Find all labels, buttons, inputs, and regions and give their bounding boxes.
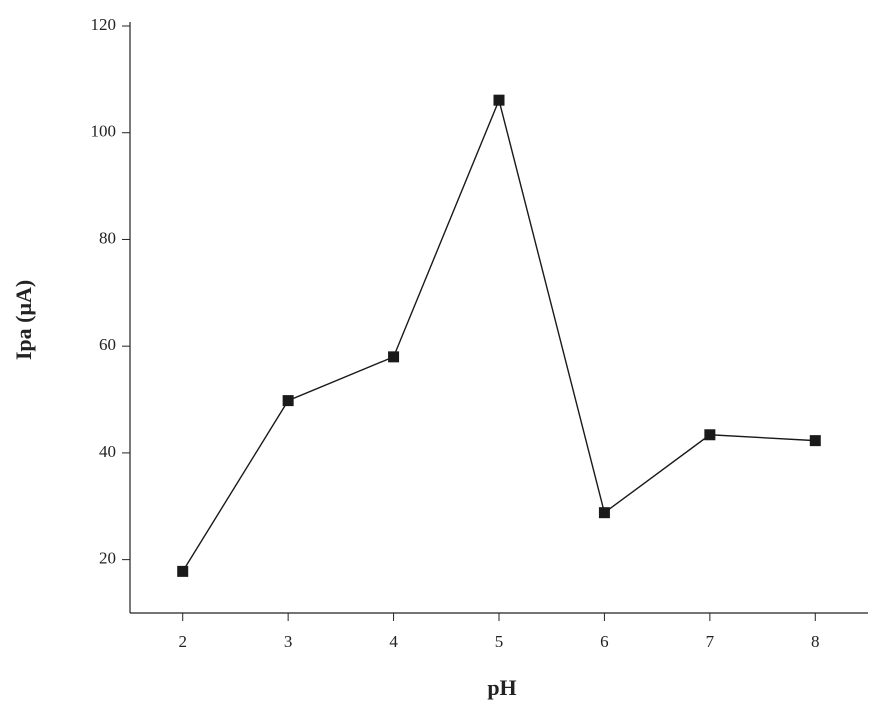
x-axis-label: pH [487, 675, 516, 700]
y-tick-label: 120 [91, 15, 117, 34]
data-point [810, 435, 821, 446]
data-point [388, 351, 399, 362]
x-tick-label: 8 [811, 632, 820, 651]
data-point [599, 507, 610, 518]
x-tick-label: 7 [706, 632, 715, 651]
x-tick-label: 2 [178, 632, 187, 651]
data-point [704, 429, 715, 440]
y-tick-label: 60 [99, 335, 116, 354]
x-tick-label: 6 [600, 632, 609, 651]
data-point [494, 95, 505, 106]
x-tick-label: 3 [284, 632, 293, 651]
x-tick-label: 4 [389, 632, 398, 651]
data-point [177, 566, 188, 577]
chart: pH Ipa (μA) 20 40 60 80 100 120 2 3 4 5 6 7 8 [0, 0, 872, 706]
y-tick-label: 20 [99, 549, 116, 568]
y-axis-label: Ipa (μA) [11, 280, 36, 360]
data-point [283, 395, 294, 406]
y-tick-label: 40 [99, 442, 116, 461]
y-tick-label: 100 [91, 122, 117, 141]
x-tick-label: 5 [495, 632, 504, 651]
data-line [183, 100, 816, 571]
y-tick-label: 80 [99, 228, 116, 247]
